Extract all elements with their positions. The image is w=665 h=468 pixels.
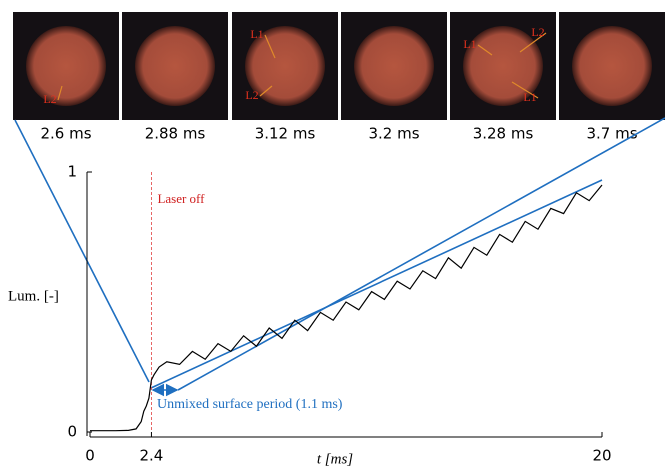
mark-pointer bbox=[264, 34, 276, 59]
x-tick-label: 2.4 bbox=[140, 447, 164, 465]
y-tick-label: 1 bbox=[67, 163, 77, 181]
y-tick-label: 0 bbox=[67, 423, 77, 441]
frame-label: 3.2 ms bbox=[368, 125, 419, 143]
frame-mark: L2 bbox=[43, 92, 56, 106]
mark-pointer bbox=[259, 85, 273, 97]
x-tick-label: 0 bbox=[85, 447, 95, 465]
trend-line bbox=[150, 179, 603, 389]
frame-label: 2.6 ms bbox=[40, 125, 91, 143]
y-axis-label: Lum. [-] bbox=[8, 288, 59, 304]
frame-label: 3.12 ms bbox=[255, 125, 316, 143]
droplet bbox=[354, 26, 434, 106]
zoom-line bbox=[14, 119, 150, 383]
mark-pointer bbox=[57, 85, 63, 101]
droplet bbox=[26, 26, 106, 106]
frame-mark: L1 bbox=[250, 27, 263, 41]
frame-mark: L2 bbox=[531, 25, 544, 39]
laser-off-label: Laser off bbox=[157, 191, 205, 206]
frame-mark: L1 bbox=[463, 37, 476, 51]
droplet bbox=[135, 26, 215, 106]
droplet bbox=[463, 26, 543, 106]
mark-pointer bbox=[477, 44, 493, 56]
plot: 0 1 0 2.4 20 Laser off bbox=[67, 163, 611, 465]
frame-label: 3.28 ms bbox=[473, 125, 534, 143]
frames: 2.6 ms L2 2.88 ms 3.12 ms L1 L2 3.2 ms 3.28 ms L… bbox=[13, 12, 665, 143]
droplet bbox=[572, 26, 652, 106]
period-text: Unmixed surface period (1.1 ms) bbox=[157, 397, 343, 412]
x-axis-label: t [ms] bbox=[317, 451, 353, 467]
mark-pointer bbox=[511, 81, 539, 99]
frame-label: 2.88 ms bbox=[145, 125, 206, 143]
frame-label: 3.7 ms bbox=[586, 125, 637, 143]
zoom-line bbox=[177, 117, 665, 391]
luminance-line bbox=[90, 184, 603, 432]
x-tick-label: 20 bbox=[592, 447, 611, 465]
frame-mark: L2 bbox=[245, 88, 258, 102]
frame-mark: L1 bbox=[523, 90, 536, 104]
mark-pointer bbox=[519, 32, 547, 53]
droplet bbox=[245, 26, 325, 106]
